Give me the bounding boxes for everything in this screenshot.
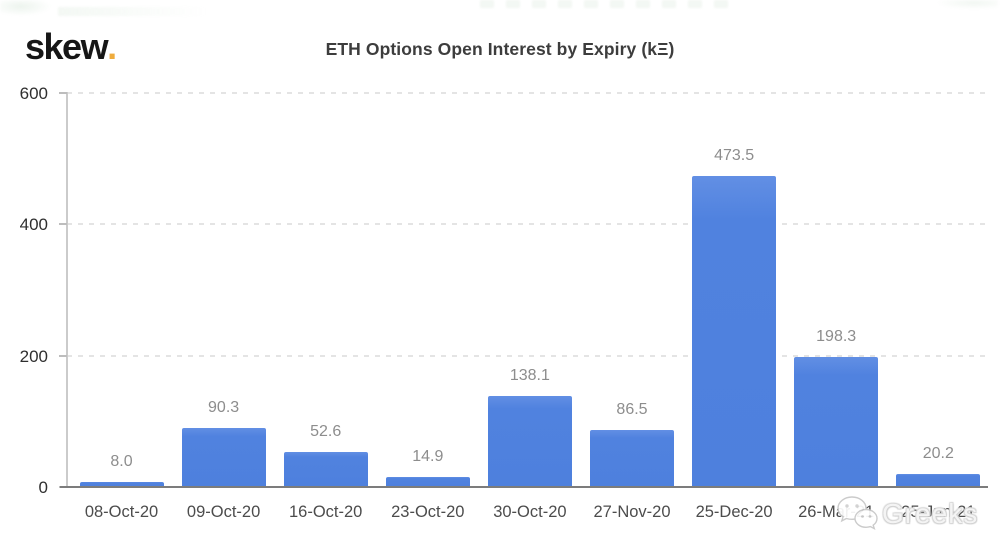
plot-area: 8.0 90.3 52.6 14.9 138.1 86.5 473.5 198.3 20.2 [67,93,988,487]
x-tick-label: 23-Oct-20 [391,503,465,521]
y-axis-tick [59,92,67,94]
gridline [67,223,986,226]
bar-value-label: 14.9 [412,448,444,466]
bar-value-label: 138.1 [509,367,550,385]
bar-value-label: 8.0 [110,452,133,470]
bar[interactable] [79,481,164,487]
chart-title: ETH Options Open Interest by Expiry (kΞ) [325,39,675,59]
bar-value-label: 473.5 [714,147,755,165]
bar-value-label: 52.6 [310,423,342,441]
bar[interactable] [487,396,572,487]
y-tick-label: 200 [19,346,48,366]
bar-value-label: 86.5 [616,401,648,419]
skew-logo-dot: . [107,26,118,67]
bar[interactable] [794,356,879,487]
x-tick-label: 09-Oct-20 [186,503,261,521]
gridline [67,354,986,357]
y-axis-tick [59,223,67,226]
y-axis-tick [59,354,67,357]
bar-value-label: 20.2 [922,444,954,462]
skew-logo-text: skew [25,26,109,67]
bar-value-label: 90.3 [208,398,240,416]
x-tick-label: 27-Nov-20 [593,503,671,521]
bar[interactable] [181,427,266,487]
x-tick-label: 16-Oct-20 [289,503,363,521]
y-axis-line [66,92,68,487]
x-tick-label: 25-Dec-20 [695,503,773,521]
bar[interactable] [283,452,368,487]
x-axis-line [60,485,988,488]
bar[interactable] [692,176,777,487]
bar[interactable] [385,477,470,487]
bar[interactable] [896,473,981,487]
y-tick-label: 400 [19,215,48,235]
x-tick-label: 25-Jun-21 [901,503,976,521]
gridline [67,92,986,94]
y-tick-label: 600 [19,84,48,103]
bar[interactable] [590,430,674,487]
bar-value-label: 198.3 [816,327,857,345]
y-tick-label: 0 [38,478,48,497]
skew-logo: skew. [25,29,117,65]
x-tick-label: 08-Oct-20 [84,503,159,521]
x-tick-label: 30-Oct-20 [493,503,567,521]
